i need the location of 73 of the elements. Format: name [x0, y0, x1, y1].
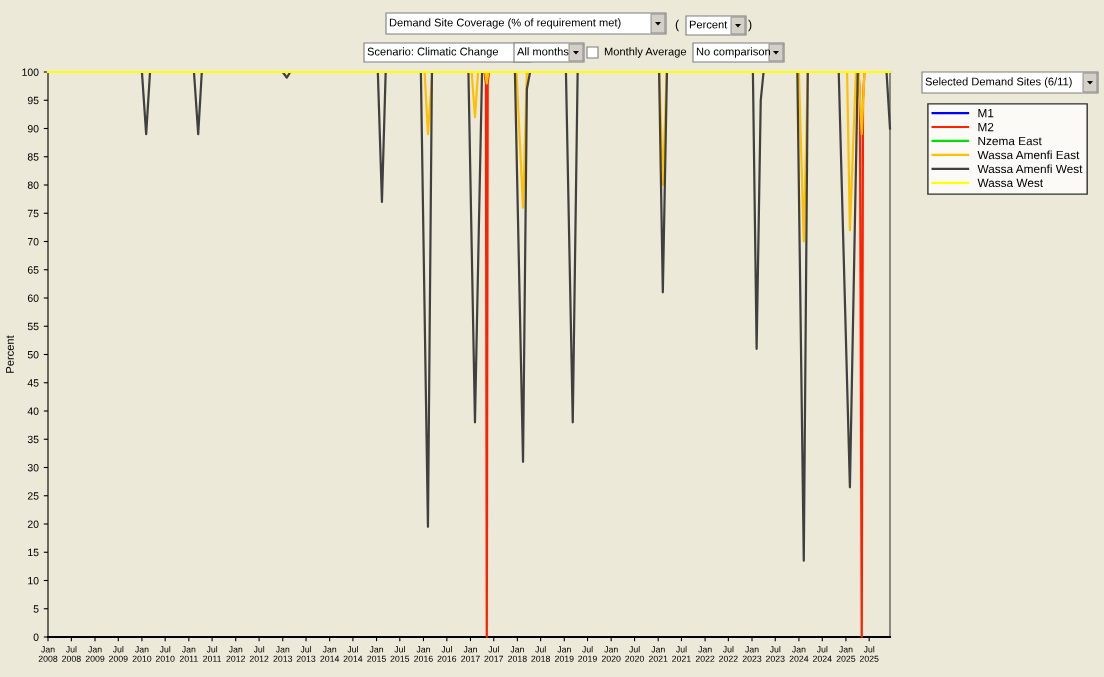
y-tick-label: 0 [33, 633, 39, 641]
x-tick-label: Jan 2010 [132, 646, 152, 662]
legend-label: Wassa Amenfi West [977, 164, 1083, 174]
text: ) [748, 19, 752, 32]
y-tick-label: 25 [27, 492, 39, 500]
x-tick-label: Jul 2023 [765, 646, 785, 662]
text: Percent [689, 20, 728, 29]
x-tick-label: Jul 2010 [155, 646, 175, 662]
y-tick-label: 30 [27, 464, 39, 472]
x-tick-label: Jan 2012 [226, 646, 246, 662]
text: ( [675, 19, 680, 32]
x-tick-label: Jul 2021 [672, 646, 691, 662]
x-tick-label: Jul 2018 [531, 646, 550, 662]
y-axis-title: Percent [6, 335, 14, 373]
x-tick-label: Jul 2015 [390, 646, 410, 662]
y-tick-label: 35 [27, 435, 39, 444]
x-tick-label: Jan 2020 [601, 646, 621, 662]
y-tick-label: 75 [27, 209, 39, 218]
y-tick-label: 95 [27, 96, 39, 105]
x-tick-label: Jul 2012 [249, 646, 269, 662]
legend-label: Wassa Amenfi East [977, 150, 1080, 160]
x-tick-label: Jan 2022 [695, 646, 715, 662]
x-tick-label: Jan 2018 [508, 646, 527, 662]
y-tick-label: 40 [27, 407, 39, 415]
x-tick-label: Jul 2011 [203, 646, 222, 662]
y-tick-label: 15 [28, 548, 39, 557]
text: Selected Demand Sites (6/11) [925, 77, 1072, 88]
x-tick-label: Jan 2008 [38, 646, 58, 662]
x-tick-label: Jan 2014 [320, 646, 340, 662]
y-tick-label: 50 [27, 351, 39, 359]
y-tick-label: 20 [27, 520, 39, 528]
y-tick-label: 60 [27, 294, 39, 302]
y-tick-label: 100 [22, 68, 39, 76]
legend-label: M1 [978, 109, 994, 118]
x-tick-label: Jul 2009 [108, 646, 128, 662]
y-tick-label: 85 [27, 153, 39, 161]
x-tick-label: Jan 2015 [367, 646, 386, 662]
x-tick-label: Jul 2025 [859, 646, 879, 662]
x-tick-label: Jul 2017 [484, 646, 504, 662]
legend-label: Nzema East [978, 136, 1042, 146]
x-tick-label: Jan 2009 [85, 646, 105, 662]
y-tick-label: 55 [27, 322, 39, 331]
x-tick-label: Jan 2021 [648, 646, 668, 662]
y-tick-label: 80 [27, 181, 39, 189]
y-tick-label: 10 [28, 577, 39, 585]
x-tick-label: Jan 2013 [273, 646, 293, 662]
y-tick-label: 5 [33, 605, 39, 613]
x-tick-label: Jan 2024 [789, 646, 809, 662]
legend-label: Wassa West [977, 178, 1043, 188]
y-tick-label: 45 [27, 379, 39, 387]
x-tick-label: Jul 2013 [296, 646, 316, 662]
x-tick-label: Jul 2024 [812, 646, 832, 662]
x-tick-label: Jul 2014 [343, 646, 363, 662]
x-tick-label: Jan 2019 [554, 646, 574, 662]
chart-title: Demand Site Coverage (% of requirement met) [389, 18, 621, 29]
x-tick-label: Jul 2016 [437, 646, 457, 662]
x-tick-label: Jan 2023 [742, 646, 762, 662]
y-tick-label: 65 [27, 266, 39, 274]
text: Monthly Average [604, 47, 687, 58]
text: All months [517, 47, 569, 56]
x-tick-label: Jul 2008 [62, 646, 81, 662]
text: No comparison [696, 47, 770, 58]
legend-label: M2 [978, 122, 994, 132]
x-tick-label: Jul 2022 [719, 646, 738, 662]
x-tick-label: Jan 2025 [836, 646, 856, 662]
y-tick-label: 90 [27, 125, 39, 133]
x-tick-label: Jul 2019 [578, 646, 597, 662]
x-tick-label: Jan 2017 [461, 646, 480, 662]
x-tick-label: Jan 2016 [414, 646, 433, 662]
y-tick-label: 70 [27, 238, 39, 246]
text: Scenario: Climatic Change [367, 47, 499, 58]
x-tick-label: Jan 2011 [179, 646, 198, 662]
x-tick-label: Jul 2020 [625, 646, 644, 662]
